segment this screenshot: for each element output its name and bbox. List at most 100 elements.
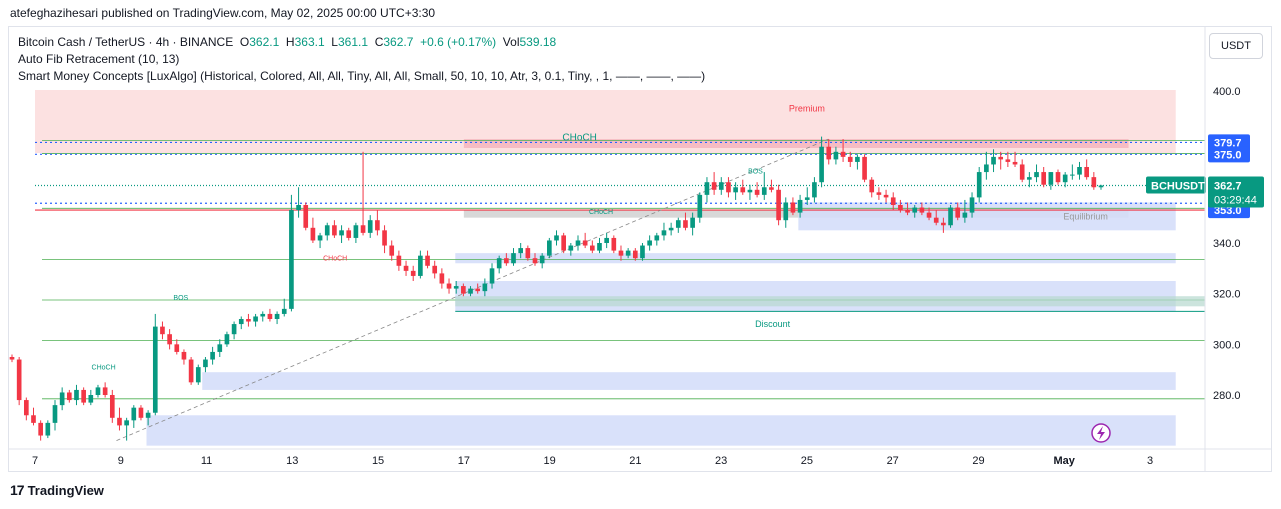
- symbol-tag-text: BCHUSDT: [1151, 180, 1205, 192]
- discount-teal-zone: [455, 296, 1205, 307]
- candle-body: [1034, 172, 1039, 178]
- indicator-fib[interactable]: Auto Fib Retracement (10, 13): [18, 52, 180, 66]
- candle-body: [611, 237, 617, 251]
- price-label-text: 353.0: [1214, 205, 1242, 217]
- candle-body: [675, 220, 681, 228]
- candle-body: [339, 230, 344, 236]
- candle-body: [9, 357, 15, 360]
- last-price-box: [1208, 176, 1264, 208]
- chart-frame: [8, 26, 1272, 472]
- candle-body: [769, 187, 774, 190]
- candle-body: [726, 182, 731, 193]
- candle-body: [833, 151, 839, 160]
- candle-body: [554, 235, 559, 241]
- candle-body: [697, 194, 703, 218]
- candle-body: [145, 412, 151, 418]
- candle-body: [160, 326, 165, 335]
- candle-body: [955, 207, 961, 218]
- candle-body: [991, 156, 996, 165]
- candle-body: [410, 270, 416, 276]
- candle-body: [1041, 172, 1047, 185]
- candle-body: [117, 417, 122, 426]
- candle-body: [855, 156, 860, 162]
- y-tick-label: 300.0: [1213, 339, 1241, 351]
- zone-disc: [146, 415, 1176, 446]
- countdown-text: 03:29:44: [1214, 194, 1257, 206]
- candle-body: [332, 225, 337, 236]
- lightning-bolt-icon: [1097, 426, 1105, 440]
- candle-body: [539, 255, 545, 264]
- x-tick-label: 29: [972, 455, 984, 467]
- candle-body: [1084, 167, 1089, 178]
- candle-body: [640, 245, 645, 259]
- candle-body: [131, 407, 137, 421]
- candle-body: [525, 248, 531, 259]
- x-tick-label: 25: [801, 455, 813, 467]
- zone-premium_block: [463, 139, 1129, 148]
- smc-label: CHoCH: [589, 209, 613, 216]
- chart-legend: Bitcoin Cash / TetherUS · 4h · BINANCE O…: [18, 34, 705, 85]
- candle-body: [804, 197, 810, 200]
- candle-body: [210, 351, 215, 360]
- smc-label: BOS: [748, 168, 763, 175]
- candle-body: [718, 182, 724, 190]
- candle-body: [654, 235, 660, 241]
- candle-body: [1027, 177, 1032, 180]
- candle-body: [389, 245, 395, 256]
- candle-body: [912, 207, 918, 213]
- x-tick-label: 17: [458, 455, 470, 467]
- zone-disc: [798, 202, 1176, 231]
- candle-body: [310, 227, 316, 241]
- candle-body: [231, 324, 237, 335]
- candle-body: [847, 156, 853, 162]
- candle-body: [375, 220, 380, 231]
- close-value: 362.7: [383, 35, 414, 49]
- candle-body: [267, 313, 273, 319]
- x-tick-label: 15: [372, 455, 384, 467]
- x-tick-label: 27: [887, 455, 899, 467]
- candle-body: [1077, 167, 1082, 175]
- candle-body: [188, 359, 194, 383]
- candle-body: [776, 189, 781, 221]
- candle-body: [317, 235, 323, 241]
- candle-body: [403, 265, 409, 271]
- candle-body: [683, 220, 688, 228]
- candle-body: [274, 313, 280, 319]
- candle-body: [919, 207, 925, 213]
- x-tick-label: 23: [715, 455, 727, 467]
- candle-body: [66, 392, 72, 401]
- candle-body: [24, 400, 29, 416]
- candle-body: [969, 197, 975, 213]
- currency-button[interactable]: USDT: [1209, 33, 1263, 59]
- candle-body: [360, 225, 366, 233]
- candle-body: [797, 199, 803, 213]
- candle-body: [353, 225, 359, 238]
- open-label: O: [239, 35, 250, 49]
- symbol-title[interactable]: Bitcoin Cash / TetherUS · 4h · BINANCE: [18, 35, 234, 49]
- candle-body: [740, 187, 746, 193]
- candle-body: [747, 189, 753, 193]
- candle-body: [16, 359, 22, 401]
- symbol-line: Bitcoin Cash / TetherUS · 4h · BINANCE O…: [18, 34, 705, 51]
- candle-body: [812, 182, 817, 198]
- candle-body: [948, 207, 953, 226]
- x-tick-label: 13: [286, 455, 298, 467]
- publisher-line: atefeghazihesari published on TradingVie…: [10, 6, 436, 20]
- candle-body: [668, 227, 674, 231]
- candle-body: [281, 308, 287, 314]
- x-tick-label: 21: [629, 455, 641, 467]
- candle-body: [890, 197, 896, 205]
- candle-body: [926, 212, 932, 218]
- candle-body: [124, 420, 129, 426]
- candle-body: [582, 240, 588, 246]
- zone-eq: [463, 210, 1129, 218]
- tradingview-footer[interactable]: 17 TradingView: [10, 482, 104, 498]
- candle-body: [138, 407, 144, 418]
- candle-body: [1005, 159, 1011, 162]
- candle-body: [625, 250, 631, 256]
- candle-body: [568, 245, 574, 251]
- candle-body: [1062, 174, 1068, 183]
- indicator-smc[interactable]: Smart Money Concepts [LuxAlgo] (Historic…: [18, 69, 706, 83]
- candle-body: [604, 237, 609, 243]
